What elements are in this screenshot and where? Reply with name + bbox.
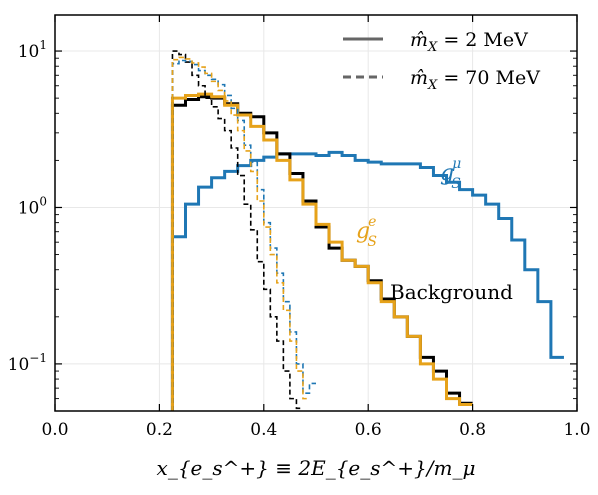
histogram-series-3 <box>171 50 303 411</box>
x-tick-label: 0.8 <box>459 420 486 440</box>
histogram-series <box>170 50 564 411</box>
annotation-gs-e: ge S <box>356 214 377 250</box>
y-tick-label: 101 <box>18 38 47 62</box>
histogram-series-0 <box>170 150 564 411</box>
y-tick-label: 10−1 <box>8 351 47 375</box>
x-tick-label: 0.0 <box>41 420 68 440</box>
legend-label-2mev: m̂X = 2 MeV <box>410 29 528 55</box>
histogram-series-2 <box>170 92 473 411</box>
plot-frame <box>54 14 578 412</box>
histogram-series-4 <box>171 59 316 411</box>
x-tick-label: 0.6 <box>355 420 382 440</box>
x-tick-label: 0.4 <box>250 420 277 440</box>
y-tick-label: 100 <box>18 194 47 218</box>
legend-label-70mev: m̂X = 70 MeV <box>410 67 540 93</box>
x-tick-label: 0.2 <box>146 420 173 440</box>
x-axis-title: x_{e_s^+} ≡ 2E_{e_s^+}/m_μ <box>157 456 476 480</box>
annotation-gs-mu: gμ S <box>440 156 461 192</box>
x-tick-label: 1.0 <box>563 420 590 440</box>
legend: m̂X = 2 MeV m̂X = 70 MeV <box>343 29 540 93</box>
annotation-background: Background <box>390 280 513 304</box>
axis-ticks: 0.0 0.2 0.4 0.6 0.8 1.0 101 100 10−1 <box>8 15 591 440</box>
histogram-series-5 <box>171 56 310 411</box>
